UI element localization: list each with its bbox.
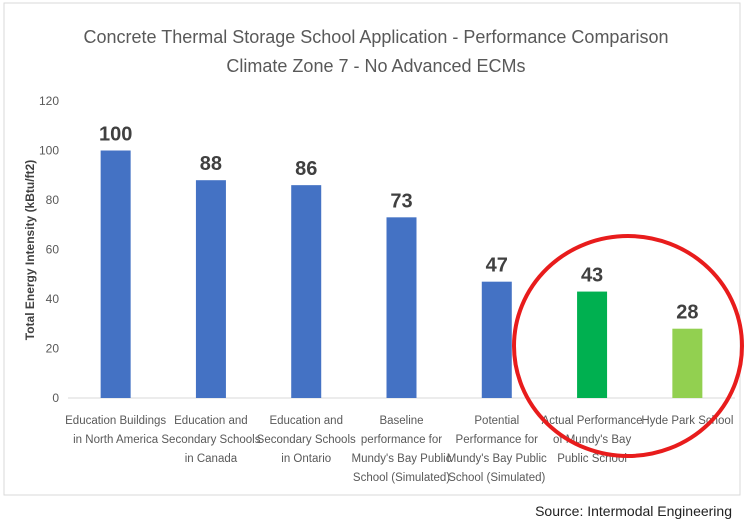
- y-tick-label: 20: [46, 342, 60, 356]
- bar: [291, 185, 322, 398]
- x-tick-label: Performance for: [456, 434, 539, 446]
- y-axis-label: Total Energy Intensity (kBtu/ft2): [23, 160, 37, 340]
- data-label: 47: [486, 255, 508, 277]
- x-tick-label: Education and: [174, 415, 248, 427]
- y-tick-label: 0: [52, 391, 59, 405]
- x-tick-label: Education and: [269, 415, 343, 427]
- x-tick-label: Mundy's Bay Public: [352, 453, 452, 465]
- x-tick-label: in North America: [73, 434, 159, 446]
- x-tick-label: Hyde Park School: [641, 415, 733, 427]
- x-tick-label: Actual Performance: [542, 415, 643, 427]
- y-tick-label: 60: [46, 243, 60, 257]
- data-label: 88: [200, 153, 222, 175]
- bar: [195, 180, 226, 398]
- data-label: 73: [390, 190, 412, 212]
- bar: [481, 281, 512, 398]
- source-caption: Source: Intermodal Engineering: [535, 503, 732, 519]
- x-tick-label: School (Simulated): [353, 472, 450, 484]
- x-tick-label: Baseline: [379, 415, 423, 427]
- x-tick-label: Education Buildings: [65, 415, 166, 427]
- y-tick-label: 40: [46, 292, 60, 306]
- data-label: 43: [581, 265, 603, 287]
- data-label: 100: [99, 124, 132, 146]
- highlight-circle: [512, 234, 744, 458]
- chart-subtitle: Climate Zone 7 - No Advanced ECMs: [226, 56, 525, 76]
- bar: [386, 217, 417, 398]
- x-tick-label: Mundy's Bay Public: [447, 453, 547, 465]
- bar: [577, 291, 608, 398]
- bar: [672, 328, 703, 398]
- chart-title: Concrete Thermal Storage School Applicat…: [84, 27, 669, 47]
- y-tick-label: 100: [39, 144, 59, 158]
- x-tick-label: Secondary Schools: [257, 434, 356, 446]
- x-tick-label: in Ontario: [281, 453, 331, 465]
- x-tick-label: in Canada: [185, 453, 238, 465]
- x-tick-label: performance for: [361, 434, 442, 446]
- data-label: 86: [295, 158, 317, 180]
- bar: [100, 150, 131, 398]
- x-tick-label: Potential: [474, 415, 519, 427]
- x-tick-label: Secondary Schools: [161, 434, 260, 446]
- data-label: 28: [676, 302, 698, 324]
- y-tick-label: 120: [39, 94, 59, 108]
- x-tick-label: School (Simulated): [448, 472, 545, 484]
- y-tick-label: 80: [46, 193, 60, 207]
